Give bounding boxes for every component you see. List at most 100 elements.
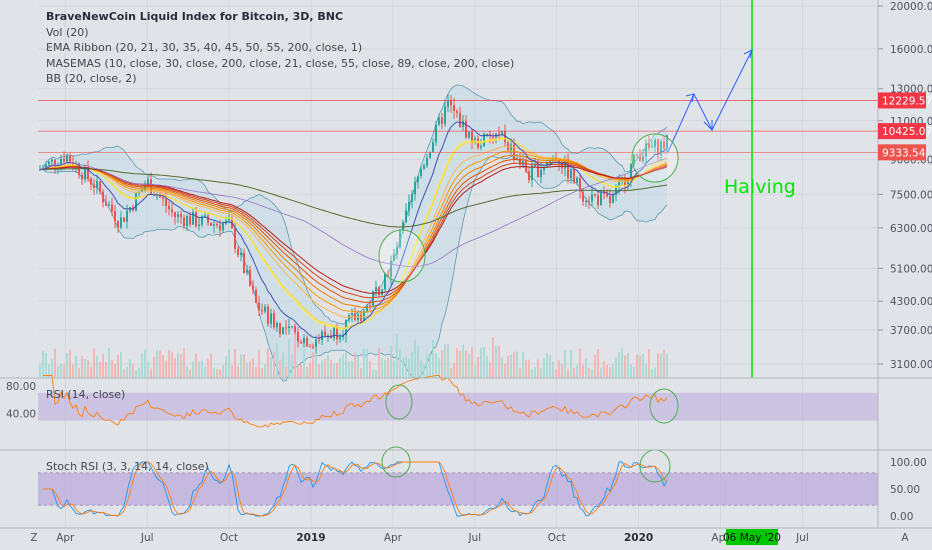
candle-body xyxy=(69,155,71,163)
volume-bar xyxy=(186,366,188,378)
candle-body xyxy=(564,158,566,169)
candle-body xyxy=(504,130,506,143)
candle-body xyxy=(654,139,656,147)
candle-body xyxy=(369,305,371,307)
volume-bar xyxy=(267,348,269,378)
volume-bar xyxy=(600,367,602,378)
time-tick-label: Apr xyxy=(711,532,730,544)
candle-body xyxy=(534,165,536,167)
volume-bar xyxy=(513,352,515,378)
candle-body xyxy=(114,211,116,222)
ema-ribbon-line xyxy=(39,159,668,304)
price-axis[interactable]: 20000.0016000.0013000.0011000.009000.007… xyxy=(878,1,932,371)
candle-body xyxy=(156,195,158,197)
volume-bars xyxy=(39,333,668,378)
volume-bar xyxy=(468,353,470,378)
candle-body xyxy=(642,156,644,161)
volume-bar xyxy=(585,358,587,378)
candle-body xyxy=(408,201,410,211)
volume-bar xyxy=(423,363,425,378)
ema-ribbon xyxy=(39,121,668,339)
candle-body xyxy=(189,215,191,225)
candle-body xyxy=(576,177,578,183)
time-tick-label: 2019 xyxy=(296,532,325,544)
volume-bar xyxy=(222,364,224,378)
candle-body xyxy=(168,206,170,210)
rsi-title[interactable]: RSI (14, close) xyxy=(46,388,125,401)
volume-bar xyxy=(501,357,503,378)
volume-bar xyxy=(111,359,113,378)
stoch-rsi-title[interactable]: Stoch RSI (3, 3, 14, 14, close) xyxy=(46,460,209,473)
volume-bar xyxy=(171,351,173,378)
indicator-vol[interactable]: Vol (20) xyxy=(46,26,89,39)
candle-body xyxy=(339,337,341,340)
volume-bar xyxy=(105,362,107,378)
highlight-circle xyxy=(649,388,679,424)
projection-arrow-2 xyxy=(703,120,713,132)
volume-bar xyxy=(597,349,599,378)
price-tags: 12229.57 10425.07 9333.54 xyxy=(878,92,932,161)
volume-bar xyxy=(126,366,128,378)
candle-body xyxy=(309,346,311,348)
volume-bar xyxy=(192,361,194,378)
volume-bar xyxy=(321,360,323,378)
candle-body xyxy=(375,287,377,292)
stoch-axis[interactable]: 100.00 50.00 0.00 xyxy=(890,457,927,523)
volume-bar xyxy=(390,345,392,378)
volume-bar xyxy=(318,364,320,378)
volume-bar xyxy=(609,366,611,378)
volume-bar xyxy=(228,349,230,378)
candle-body xyxy=(447,100,449,107)
volume-bar xyxy=(561,363,563,378)
ema-10-line xyxy=(39,121,668,339)
volume-bar xyxy=(261,368,263,378)
volume-bar xyxy=(552,361,554,378)
candle-body xyxy=(186,215,188,226)
volume-bar xyxy=(309,362,311,378)
indicator-bb[interactable]: BB (20, close, 2) xyxy=(46,72,137,85)
volume-bar xyxy=(108,348,110,378)
candle-body xyxy=(201,216,203,225)
volume-bar xyxy=(651,369,653,378)
price-tag-label: 12229.57 xyxy=(882,95,932,107)
rsi-axis[interactable]: 80.00 40.00 xyxy=(6,381,36,421)
time-axis[interactable]: Apr Jul Oct 2019 Apr Jul Oct 2020 Apr Jul xyxy=(56,532,809,544)
candle-body xyxy=(213,223,215,226)
volume-bar xyxy=(429,356,431,378)
indicator-masemas[interactable]: MASEMAS (10, close, 30, close, 200, clos… xyxy=(46,57,514,70)
candle-body xyxy=(282,327,284,334)
volume-bar xyxy=(282,352,284,378)
volume-bar xyxy=(240,354,242,378)
candle-body xyxy=(612,194,614,204)
candle-body xyxy=(597,195,599,206)
candle-body xyxy=(78,163,80,175)
volume-bar xyxy=(489,362,491,378)
volume-bar xyxy=(276,343,278,378)
volume-bar xyxy=(444,344,446,378)
candle-body xyxy=(444,106,446,125)
bollinger-lower xyxy=(39,155,668,382)
volume-bar xyxy=(582,364,584,378)
candle-body xyxy=(594,194,596,196)
zoom-reset-button[interactable]: Z xyxy=(30,532,37,544)
price-tick-label: 4300.00 xyxy=(890,296,932,308)
volume-bar xyxy=(438,358,440,378)
candle-body xyxy=(141,189,143,192)
volume-bar xyxy=(543,358,545,378)
time-tick-label: Jul xyxy=(795,532,809,544)
volume-bar xyxy=(471,347,473,378)
candle-body xyxy=(162,197,164,199)
volume-bar xyxy=(456,347,458,378)
volume-bar xyxy=(549,355,551,378)
volume-bar xyxy=(534,367,536,378)
candle-body xyxy=(171,209,173,213)
bollinger-upper xyxy=(39,84,668,325)
volume-bar xyxy=(357,356,359,378)
volume-bar xyxy=(96,355,98,378)
candle-body xyxy=(108,204,110,206)
auto-scale-button[interactable]: A xyxy=(901,532,909,544)
indicator-ema-ribbon[interactable]: EMA Ribbon (20, 21, 30, 35, 40, 45, 50, … xyxy=(46,41,362,54)
volume-bar xyxy=(114,364,116,378)
